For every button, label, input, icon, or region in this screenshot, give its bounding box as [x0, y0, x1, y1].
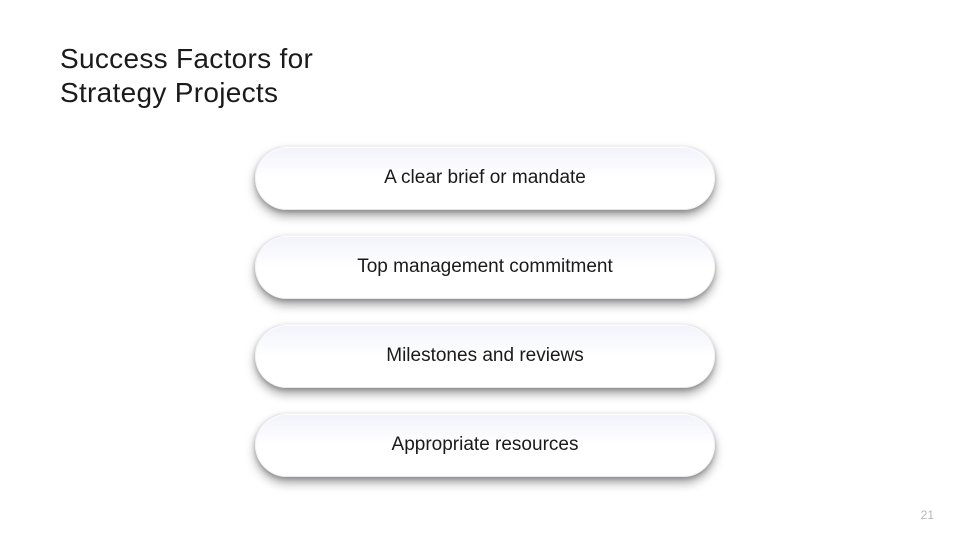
title-line-2: Strategy Projects	[60, 76, 313, 110]
factor-label: Top management commitment	[357, 256, 613, 278]
title-line-1: Success Factors for	[60, 42, 313, 76]
factor-item: Milestones and reviews	[255, 324, 715, 388]
slide: Success Factors for Strategy Projects A …	[0, 0, 960, 540]
factor-item: Top management commitment	[255, 235, 715, 299]
factor-label: A clear brief or mandate	[384, 167, 586, 189]
factor-item: Appropriate resources	[255, 413, 715, 477]
slide-title: Success Factors for Strategy Projects	[60, 42, 313, 109]
factor-item: A clear brief or mandate	[255, 146, 715, 210]
page-number: 21	[921, 508, 934, 522]
factor-label: Milestones and reviews	[386, 345, 583, 367]
factor-label: Appropriate resources	[392, 434, 579, 456]
factor-list: A clear brief or mandate Top management …	[255, 146, 715, 477]
